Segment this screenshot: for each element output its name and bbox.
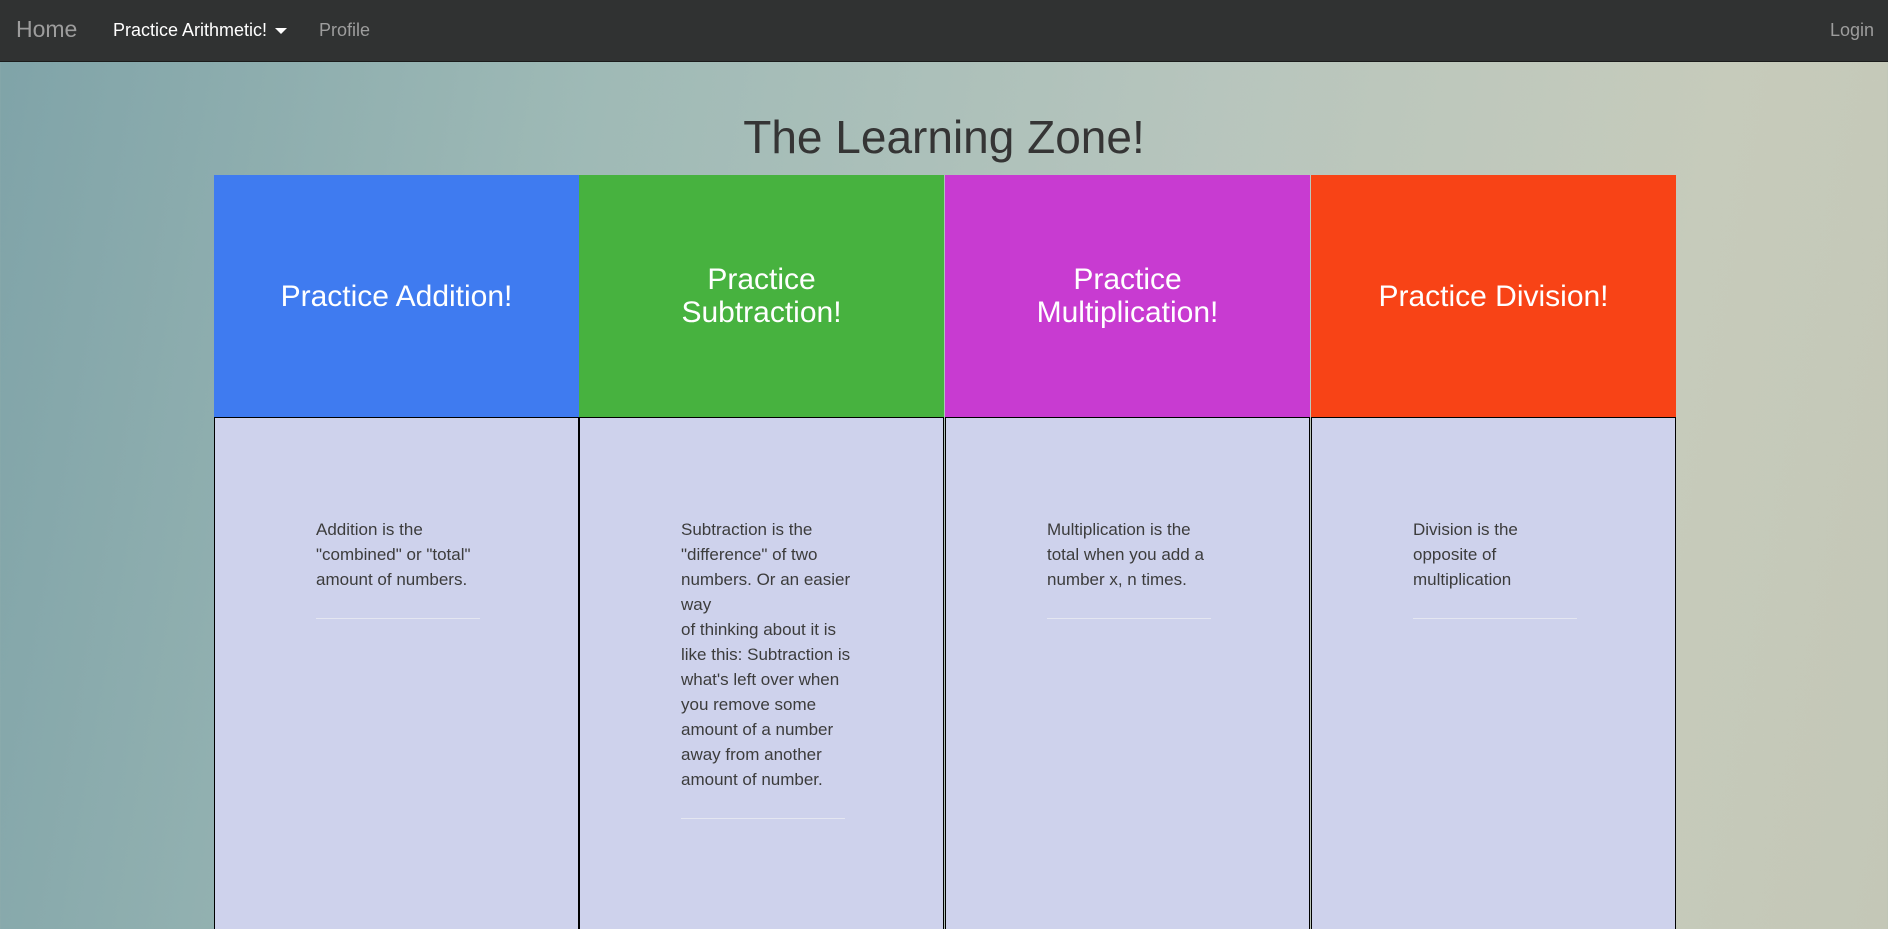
practice-arithmetic-dropdown[interactable]: Practice Arithmetic! [113, 20, 288, 41]
divider [1047, 618, 1211, 619]
practice-subtraction-button[interactable]: Practice Subtraction! [579, 175, 944, 417]
page-title: The Learning Zone! [743, 111, 1145, 163]
practice-subtraction-label: Practice Subtraction! [681, 263, 842, 329]
divider [316, 618, 480, 619]
practice-multiplication-label: Practice Multiplication! [1036, 263, 1219, 329]
subtraction-description: Subtraction is the "difference" of two n… [681, 517, 851, 819]
practice-multiplication-button[interactable]: Practice Multiplication! [945, 175, 1310, 417]
multiplication-column: Practice Multiplication! Multiplication … [945, 175, 1310, 929]
addition-description: Addition is the "combined" or "total" am… [316, 517, 486, 619]
practice-addition-label: Practice Addition! [280, 279, 513, 313]
division-description-panel: Division is the opposite of multiplicati… [1311, 417, 1676, 929]
practice-addition-button[interactable]: Practice Addition! [214, 175, 579, 417]
divider [681, 818, 845, 819]
subtraction-description-panel: Subtraction is the "difference" of two n… [579, 417, 944, 929]
caret-down-icon [275, 28, 288, 35]
division-description: Division is the opposite of multiplicati… [1413, 517, 1583, 619]
practice-division-button[interactable]: Practice Division! [1311, 175, 1676, 417]
practice-division-label: Practice Division! [1378, 279, 1609, 313]
division-column: Practice Division! Division is the oppos… [1311, 175, 1676, 929]
practice-grid: Practice Addition! Addition is the "comb… [214, 175, 1677, 929]
practice-arithmetic-label: Practice Arithmetic! [113, 20, 268, 40]
top-navbar: Home Practice Arithmetic! Profile Login [0, 0, 1888, 62]
addition-description-panel: Addition is the "combined" or "total" am… [214, 417, 579, 929]
login-link[interactable]: Login [1829, 20, 1874, 40]
multiplication-description-panel: Multiplication is the total when you add… [945, 417, 1310, 929]
addition-column: Practice Addition! Addition is the "comb… [214, 175, 579, 929]
home-link[interactable]: Home [16, 16, 78, 42]
multiplication-description: Multiplication is the total when you add… [1047, 517, 1217, 619]
divider [1413, 618, 1577, 619]
subtraction-column: Practice Subtraction! Subtraction is the… [579, 175, 944, 929]
profile-link[interactable]: Profile [319, 20, 371, 40]
